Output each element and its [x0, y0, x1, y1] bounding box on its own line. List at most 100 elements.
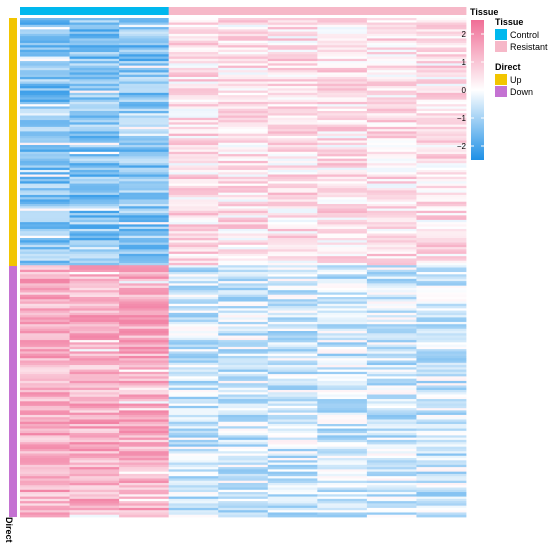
heatmap-cell — [119, 18, 170, 21]
heatmap-cell — [366, 215, 417, 218]
heatmap-cell — [168, 122, 219, 126]
heatmap-cell — [218, 172, 269, 175]
heatmap-cell — [20, 217, 70, 221]
heatmap-cell — [218, 111, 269, 114]
heatmap-cell — [416, 115, 467, 119]
heatmap-cell — [416, 90, 467, 94]
heatmap-cell — [416, 145, 467, 148]
heatmap-cell — [20, 115, 70, 119]
heatmap-cell — [267, 244, 318, 248]
heatmap-cell — [69, 90, 120, 94]
heatmap-cell — [168, 117, 219, 121]
heatmap-cell — [317, 505, 368, 509]
heatmap-cell — [168, 272, 219, 275]
heatmap-cell — [317, 210, 368, 214]
heatmap-cell — [119, 317, 170, 321]
heatmap-cell — [416, 487, 467, 491]
heatmap-cell — [366, 467, 417, 470]
heatmap-cell — [317, 72, 368, 76]
heatmap-cell — [69, 453, 120, 457]
heatmap-cell — [168, 278, 219, 282]
heatmap-cell — [119, 219, 170, 223]
heatmap-cell — [366, 117, 417, 121]
heatmap-cell — [366, 455, 417, 459]
heatmap-cell — [218, 408, 269, 411]
heatmap-cell — [119, 74, 170, 78]
heatmap-cell — [416, 149, 467, 153]
heatmap-cell — [20, 392, 70, 395]
heatmap-cell — [20, 287, 70, 291]
heatmap-cell — [366, 351, 417, 355]
heatmap-cell — [317, 342, 368, 346]
heatmap-cell — [317, 61, 368, 64]
tissue-annotation-cell — [317, 7, 368, 15]
heatmap-cell — [267, 108, 318, 112]
heatmap-cell — [20, 67, 70, 71]
heatmap-cell — [317, 147, 368, 150]
heatmap-cell — [416, 185, 467, 189]
heatmap-cell — [20, 140, 70, 144]
heatmap-cell — [119, 351, 170, 355]
heatmap-cell — [218, 383, 269, 386]
heatmap-cell — [20, 63, 70, 67]
heatmap-cell — [119, 244, 170, 248]
heatmap-cell — [366, 412, 417, 416]
heatmap-cell — [366, 421, 417, 425]
heatmap-cell — [119, 262, 170, 266]
heatmap-cell — [416, 206, 467, 209]
heatmap-cell — [366, 58, 417, 62]
heatmap-cell — [366, 183, 417, 187]
heatmap-cell — [168, 54, 219, 57]
heatmap-cell — [366, 54, 417, 57]
heatmap-cell — [69, 115, 120, 119]
heatmap-cell — [119, 49, 170, 53]
heatmap-cell — [366, 274, 417, 277]
heatmap-cell — [317, 417, 368, 420]
heatmap-cell — [20, 20, 70, 23]
heatmap-cell — [168, 308, 219, 311]
heatmap-cell — [168, 238, 219, 241]
heatmap-cell — [168, 396, 219, 400]
heatmap-cell — [416, 396, 467, 400]
heatmap-cell — [119, 403, 170, 407]
heatmap-cell — [20, 228, 70, 232]
heatmap-cell — [119, 158, 170, 162]
heatmap-cell — [366, 258, 417, 262]
heatmap-cell — [317, 414, 368, 418]
heatmap-cell — [119, 274, 170, 277]
heatmap-cell — [366, 340, 417, 343]
heatmap-cell — [168, 507, 219, 511]
heatmap-cell — [69, 160, 120, 164]
heatmap-cell — [20, 106, 70, 110]
heatmap-cell — [267, 394, 318, 398]
heatmap-cell — [20, 129, 70, 132]
heatmap-cell — [69, 424, 120, 427]
heatmap-cell — [267, 235, 318, 239]
heatmap-cell — [20, 494, 70, 497]
heatmap-cell — [218, 42, 269, 46]
heatmap-cell — [218, 217, 269, 221]
heatmap-cell — [317, 224, 368, 228]
heatmap-cell — [168, 328, 219, 332]
heatmap-cell — [366, 151, 417, 155]
heatmap-cell — [267, 464, 318, 468]
heatmap-cell — [416, 435, 467, 439]
heatmap-cell — [416, 117, 467, 121]
heatmap-cell — [20, 167, 70, 171]
heatmap-cell — [366, 317, 417, 321]
heatmap-cell — [69, 494, 120, 497]
tissue-legend-title: Tissue — [495, 17, 523, 27]
scale-tick-label: 2 — [462, 30, 467, 39]
heatmap-cell — [20, 276, 70, 280]
heatmap-cell — [218, 63, 269, 67]
heatmap-cell — [218, 145, 269, 148]
heatmap-cell — [416, 344, 467, 348]
tissue-annotation-bar — [20, 7, 467, 15]
heatmap-cell — [267, 396, 318, 400]
heatmap-cell — [218, 507, 269, 511]
heatmap-cell — [267, 124, 318, 128]
heatmap-cell — [69, 101, 120, 105]
heatmap-cell — [20, 346, 70, 350]
heatmap-cell — [20, 378, 70, 382]
heatmap-cell — [366, 167, 417, 171]
